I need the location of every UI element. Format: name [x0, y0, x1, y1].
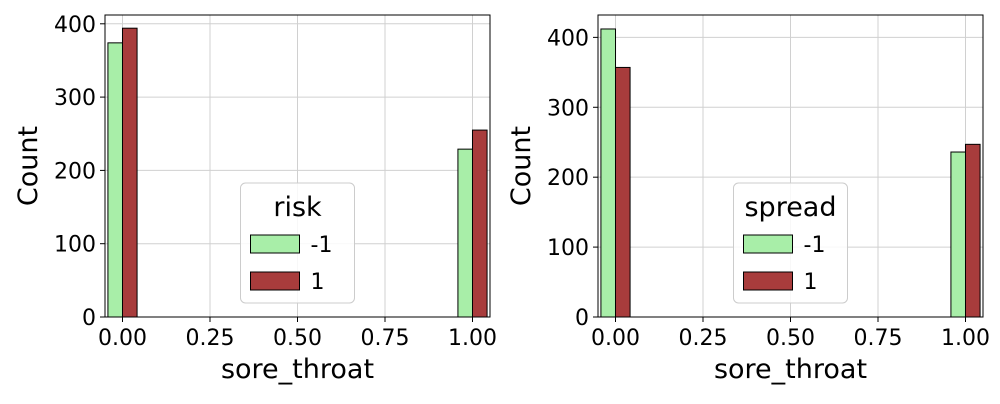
y-tick-label: 300 [547, 96, 589, 121]
x-tick-label: 0.75 [854, 326, 903, 351]
x-ticks: 0.00 0.25 0.50 0.75 1.00 [98, 317, 497, 351]
x-tick-label: 0.25 [679, 326, 728, 351]
bar-series--1-bin-1 [457, 148, 474, 318]
legend-swatch [250, 271, 300, 291]
y-axis-label: Count [506, 126, 537, 206]
bars [107, 27, 488, 318]
x-axis-label: sore_throat [221, 354, 374, 385]
y-tick-label: 0 [575, 306, 589, 331]
bar-series--1-bin-1 [950, 151, 967, 318]
bars [600, 28, 981, 318]
y-tick-label: 400 [547, 26, 589, 51]
x-tick-label: 0.00 [98, 326, 147, 351]
x-tick-label: 0.25 [186, 326, 235, 351]
y-ticks: 0 100 200 300 400 [54, 13, 105, 331]
legend: risk -1 1 [240, 182, 355, 304]
x-tick-label: 0.50 [273, 326, 322, 351]
x-ticks: 0.00 0.25 0.50 0.75 1.00 [591, 317, 990, 351]
y-tick-label: 100 [54, 233, 96, 258]
x-axis-label: sore_throat [714, 354, 867, 385]
y-axis-label: Count [13, 126, 44, 206]
y-tick-label: 0 [82, 306, 96, 331]
legend-swatch [250, 234, 300, 254]
x-tick-label: 0.00 [591, 326, 640, 351]
bar-series-1-bin-1 [471, 129, 488, 318]
bar-series-1-bin-0 [121, 27, 138, 318]
x-tick-label: 0.50 [766, 326, 815, 351]
chart-panel-2: 0.00 0.25 0.50 0.75 1.00 0 100 200 300 400 sore_th… [506, 14, 990, 385]
x-tick-label: 1.00 [941, 326, 990, 351]
y-ticks: 0 100 200 300 400 [547, 26, 598, 331]
bar-series-1-bin-0 [614, 66, 631, 318]
legend-title: spread [744, 192, 836, 223]
y-tick-label: 400 [54, 13, 96, 38]
legend-label: -1 [311, 233, 333, 258]
y-tick-label: 200 [54, 159, 96, 184]
legend-label: 1 [804, 270, 818, 295]
y-tick-label: 200 [547, 166, 589, 191]
bar-series--1-bin-0 [600, 28, 617, 318]
chart-panel-1: 0.00 0.25 0.50 0.75 1.00 0 100 200 300 400 sore_th… [13, 13, 497, 385]
legend: spread -1 1 [733, 182, 848, 304]
legend-label: -1 [804, 233, 826, 258]
legend-swatch [743, 271, 793, 291]
bar-series--1-bin-0 [107, 42, 124, 318]
legend-swatch [743, 234, 793, 254]
bar-series-1-bin-1 [964, 143, 981, 318]
y-tick-label: 300 [54, 86, 96, 111]
y-tick-label: 100 [547, 236, 589, 261]
legend-title: risk [273, 192, 322, 223]
x-tick-label: 1.00 [448, 326, 497, 351]
x-tick-label: 0.75 [361, 326, 410, 351]
legend-label: 1 [311, 270, 325, 295]
